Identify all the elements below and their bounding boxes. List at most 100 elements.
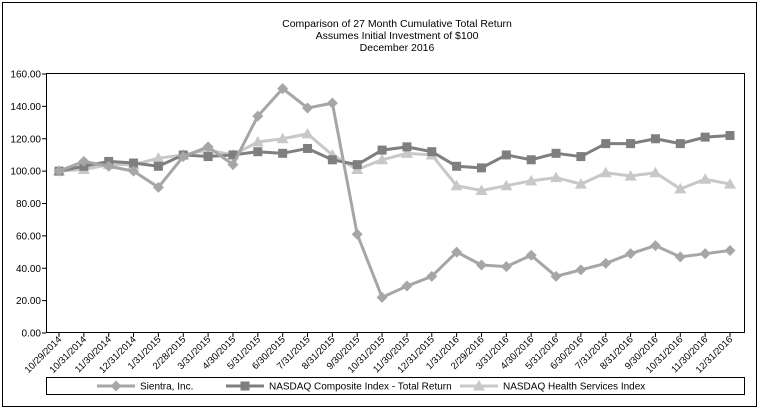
data-point-1 [303,143,313,153]
data-point-0 [128,165,140,177]
data-point-1 [576,152,586,162]
data-point-0 [649,240,661,252]
data-point-0 [252,110,264,122]
data-point-0 [103,160,115,172]
data-point-2 [475,184,488,196]
data-point-1 [725,131,735,141]
chart-outer-border [2,2,757,407]
data-point-1 [551,148,561,158]
legend: Sientra, Inc. NASDAQ Composite Index - To… [97,380,645,393]
data-point-1 [700,132,710,142]
data-point-1 [626,139,636,149]
data-point-2 [400,147,413,158]
series-group-2 [53,127,736,196]
data-point-1 [427,147,437,157]
series-line-2 [58,132,731,193]
data-point-0 [550,270,562,282]
data-point-0 [177,151,189,163]
data-point-1 [253,147,263,157]
chart-title-line-3: December 2016 [360,42,435,54]
data-point-0 [699,248,711,260]
data-point-1 [675,139,685,149]
y-tick-label: 60.00 [16,231,41,242]
legend-marker-1 [240,381,250,391]
data-point-1 [601,139,611,149]
legend-box [46,377,745,395]
data-point-0 [202,141,214,153]
chart-title-line-1: Comparison of 27 Month Cumulative Total … [282,18,512,30]
legend-label-0: Sientra, Inc. [140,382,193,393]
legend-label-1: NASDAQ Composite Index - Total Return [269,382,452,393]
data-point-2 [301,127,314,139]
data-point-2 [574,178,587,189]
data-point-0 [724,244,736,256]
series-line-1 [58,134,731,173]
data-point-2 [599,166,612,178]
data-point-1 [153,161,163,171]
data-point-1 [203,152,213,162]
data-point-0 [152,181,164,193]
y-tick-label: 0.00 [22,329,42,340]
data-point-2 [450,179,463,191]
data-point-1 [526,155,536,165]
data-point-0 [600,257,612,269]
data-point-1 [452,161,462,171]
data-point-0 [674,251,686,263]
data-point-0 [53,165,65,177]
y-tick-label: 160.00 [10,70,41,81]
data-point-1 [129,158,139,168]
data-point-0 [426,270,438,282]
y-tick-label: 40.00 [16,264,41,275]
data-point-0 [451,246,463,258]
y-tick-label: 120.00 [10,134,41,145]
data-point-2 [152,152,165,163]
data-point-1 [327,155,337,165]
data-point-2 [550,171,563,183]
series-area [53,83,736,303]
data-point-2 [649,166,662,178]
data-point-1 [377,145,387,155]
data-point-2 [251,135,264,147]
data-point-0 [326,97,338,109]
data-point-1 [650,134,660,144]
y-tick-label: 80.00 [16,199,41,210]
data-point-1 [402,142,412,152]
data-point-2 [525,174,538,186]
y-tick-label: 140.00 [10,102,41,113]
data-point-2 [276,132,289,144]
y-axis: 0.00 20.00 40.00 60.00 80.00 100.00 120.00 140.… [10,70,46,340]
chart-title-line-2: Assumes Initial Investment of $100 [316,30,479,42]
data-point-2 [674,182,687,194]
data-point-1 [476,163,486,173]
data-point-0 [277,83,289,95]
y-tick-label: 100.00 [10,167,41,178]
data-point-2 [500,179,513,191]
legend-label-2: NASDAQ Health Services Index [503,382,645,393]
legend-marker-2 [473,380,485,391]
data-point-2 [699,173,712,184]
data-point-0 [575,264,587,276]
data-point-1 [352,160,362,170]
data-point-1 [228,150,238,160]
data-point-2 [376,153,389,165]
data-point-0 [475,259,487,271]
data-point-0 [525,249,537,261]
data-point-0 [625,248,637,260]
data-point-1 [501,150,511,160]
plot-area-frame [46,73,745,333]
data-point-0 [401,280,413,292]
data-point-0 [302,102,314,114]
data-point-2 [624,169,637,181]
data-point-0 [376,291,388,303]
data-point-0 [500,261,512,273]
y-tick-label: 20.00 [16,296,41,307]
data-point-1 [278,148,288,158]
data-point-0 [227,159,239,171]
data-point-2 [724,178,736,189]
legend-marker-0 [110,380,122,392]
series-group-0 [53,83,736,303]
data-point-0 [78,155,90,167]
series-line-0 [58,87,731,299]
